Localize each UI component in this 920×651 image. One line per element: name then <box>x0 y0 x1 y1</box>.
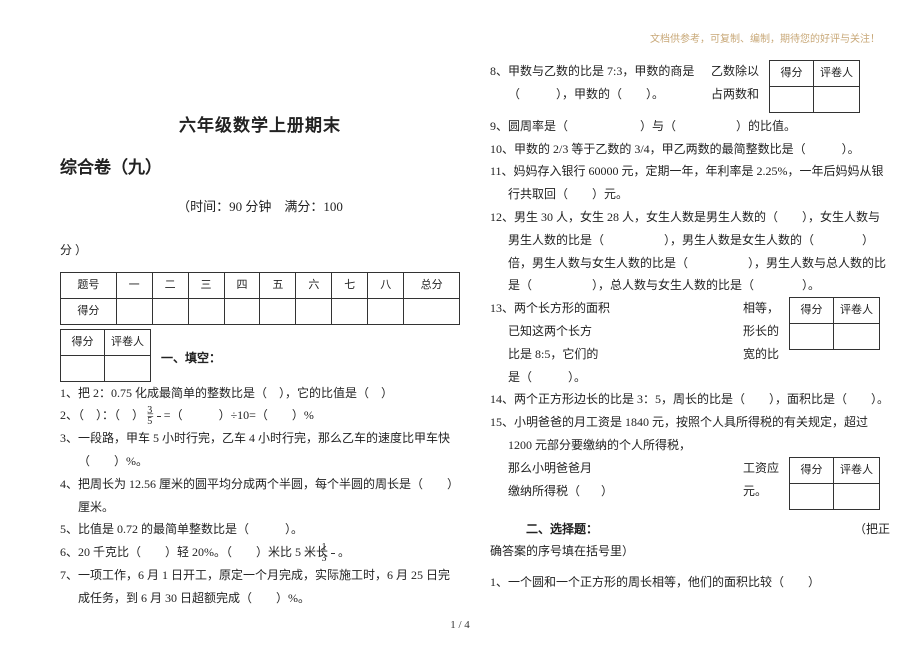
score-table: 题号 一 二 三 四 五 六 七 八 总分 得分 <box>60 272 460 325</box>
q1: 1、把 2：0.75 化成最简单的整数比是（ ），它的比值是（ ） <box>60 382 460 405</box>
page-number: 1 / 4 <box>0 619 920 631</box>
q8-block: 得分评卷人 乙数除以 占两数和 8、甲数与乙数的比是 7:3，甲数的商是（ ），… <box>490 60 890 115</box>
q15a: 15、小明爸爸的月工资是 1840 元，按照个人具所得税的有关规定，超过 120… <box>490 411 890 457</box>
q3: 3、一段路，甲车 5 小时行完，乙车 4 小时行完，那么乙车的速度比甲车快（ ）… <box>60 427 460 473</box>
q7: 7、一项工作，6 月 1 日开工，原定一个月完成，实际施工时，6 月 25 日完… <box>60 564 460 610</box>
doc-subtitle: 综合卷（九） <box>60 152 162 184</box>
q10: 10、甲数的 2/3 等于乙数的 3/4，甲乙两数的最简整数比是（ ）。 <box>490 138 890 161</box>
q12: 12、男生 30 人，女生 28 人，女生人数是男生人数的（ ），女生人数与男生… <box>490 206 890 297</box>
doc-title: 六年级数学上册期末 <box>60 110 460 142</box>
q4: 4、把周长为 12.56 厘米的圆平均分成两个半圆，每个半圆的周长是（ ）厘米。 <box>60 473 460 519</box>
right-column: 得分评卷人 乙数除以 占两数和 8、甲数与乙数的比是 7:3，甲数的商是（ ），… <box>490 60 890 610</box>
fen-label: 分 ） <box>60 239 460 262</box>
q2: 2、（ ）：（ ） = 35 =（ ）÷10=（ ）% <box>60 404 460 427</box>
page-columns: 六年级数学上册期末 综合卷（九） （时间：90 分钟 满分：100 分 ） 题号… <box>0 0 920 610</box>
grader-box-q13: 得分评卷人 <box>789 297 880 350</box>
watermark-text: 文档供参考，可复制、编制，期待您的好评与关注！ <box>650 30 880 45</box>
r-q1: 1、一个圆和一个正方形的周长相等，他们的面积比较（ ） <box>490 571 890 594</box>
section2-title: 二、选择题： <box>526 522 598 536</box>
section2-sub: 确答案的序号填在括号里） <box>490 540 890 563</box>
q9: 9、圆周率是（ ）与（ ）的比值。 <box>490 115 890 138</box>
q13-block: 得分评卷人 相等， 形长的 宽的比 13、两个长方形的面积 已知这两个长方 比是… <box>490 297 890 388</box>
grader-box-q15: 得分评卷人 <box>789 457 880 510</box>
q6: 6、20 千克比（ ）轻 20%。（ ）米比 5 米长 13 。 <box>60 541 460 564</box>
time-info: （时间：90 分钟 满分：100 <box>60 195 460 220</box>
q15-block: 得分评卷人 工资应 元。 那么小明爸爸月 缴纳所得税（ ） <box>490 457 890 512</box>
grader-box-left: 得分评卷人 <box>60 329 151 382</box>
grader-box-q8: 得分评卷人 <box>769 60 860 113</box>
q14: 14、两个正方形边长的比是 3：5，周长的比是（ ），面积比是（ ）。 <box>490 388 890 411</box>
section1-title: 一、填空： <box>161 347 221 370</box>
q11: 11、妈妈存入银行 60000 元，定期一年，年利率是 2.25%，一年后妈妈从… <box>490 160 890 206</box>
left-column: 六年级数学上册期末 综合卷（九） （时间：90 分钟 满分：100 分 ） 题号… <box>60 60 460 610</box>
q5: 5、比值是 0.72 的最简单整数比是（ ）。 <box>60 518 460 541</box>
